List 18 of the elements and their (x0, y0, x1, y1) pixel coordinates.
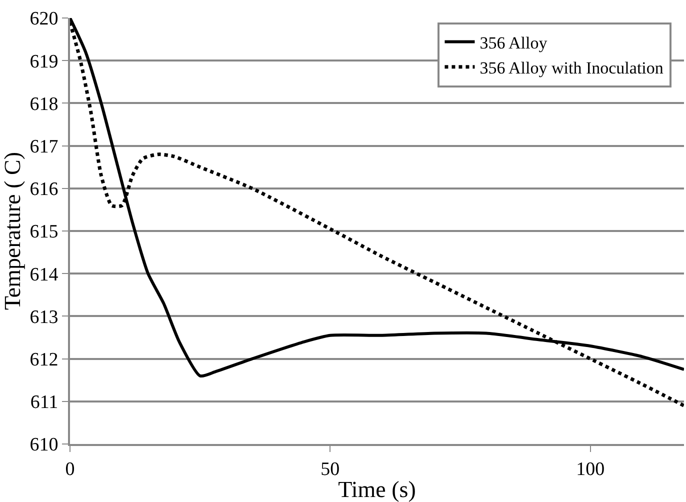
y-tick-label: 612 (30, 349, 58, 370)
y-tick-label: 618 (30, 94, 58, 115)
y-tick-label: 617 (30, 136, 58, 158)
x-tick-label: 100 (576, 458, 605, 480)
y-tick-label: 611 (30, 392, 58, 414)
y-tick-label: 616 (30, 179, 58, 200)
x-axis-title: Time (s) (338, 477, 416, 502)
y-tick-label: 615 (30, 222, 58, 243)
y-tick-label: 620 (30, 8, 58, 30)
y-tick-label: 610 (30, 434, 58, 456)
y-tick-label: 614 (30, 264, 59, 286)
x-tick-label: 0 (65, 458, 75, 480)
y-axis-title: Temperature ( C) (0, 152, 25, 310)
x-tick-label: 50 (320, 458, 340, 480)
y-tick-label: 613 (30, 306, 58, 328)
y-tick-label: 619 (30, 51, 58, 72)
legend-label: 356 Alloy with Inoculation (480, 58, 664, 78)
legend-label: 356 Alloy (480, 33, 548, 52)
